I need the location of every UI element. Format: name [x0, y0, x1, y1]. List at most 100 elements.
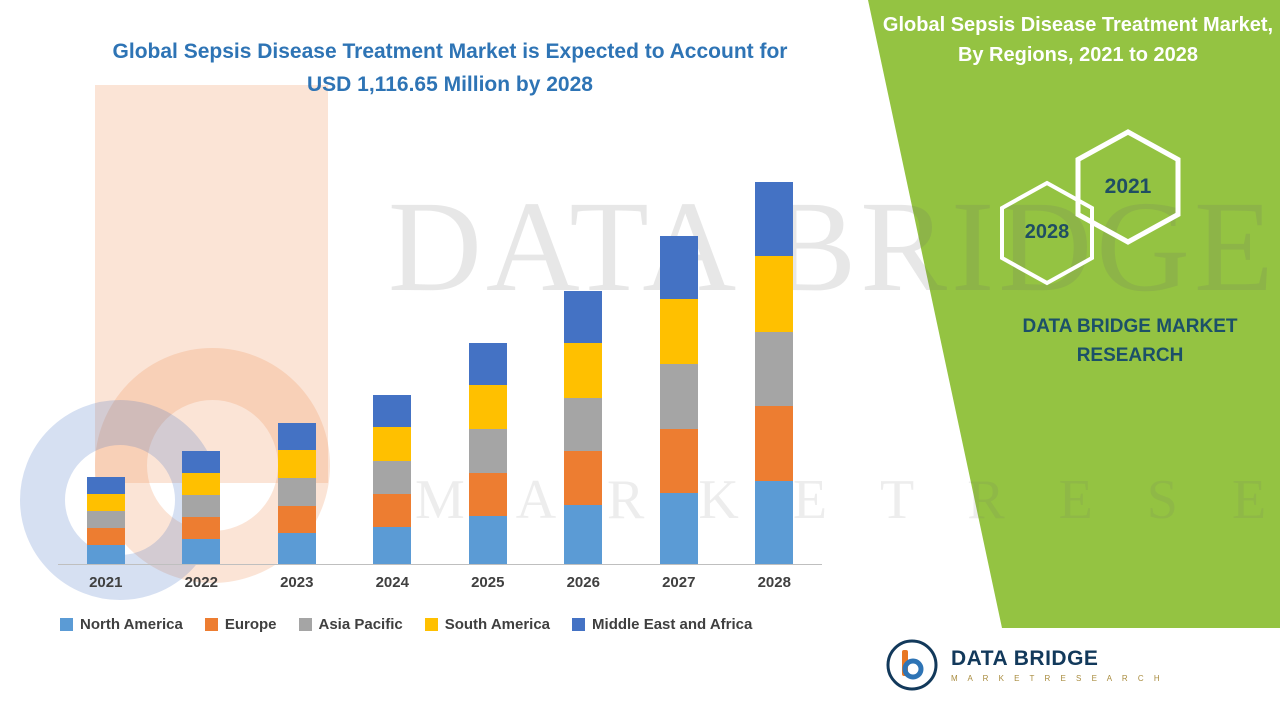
bar-segment-asia-pacific — [564, 397, 603, 452]
bar-segment-asia-pacific — [86, 510, 125, 528]
bar-column-2026 — [536, 291, 632, 564]
bar-segment-north-america — [182, 539, 221, 564]
bar-segment-middle-east-and-africa — [86, 477, 125, 494]
legend-label: Asia Pacific — [318, 616, 403, 633]
legend-swatch — [60, 618, 73, 631]
stacked-bar — [659, 236, 698, 564]
legend-swatch — [298, 618, 312, 631]
legend-swatch — [572, 618, 586, 631]
stacked-bar — [755, 182, 794, 564]
year-hexagon-badges — [1000, 129, 1181, 286]
bar-segment-south-america — [182, 472, 221, 496]
bar-column-2024 — [345, 395, 441, 564]
legend-item: Asia Pacific — [298, 616, 403, 633]
badge-year-2021: 2021 — [1104, 175, 1152, 198]
headline-line1: Global Sepsis Disease Treatment Market i… — [112, 40, 788, 63]
stacked-bar — [277, 423, 316, 564]
bar-segment-europe — [86, 527, 125, 545]
x-axis-label: 2028 — [757, 574, 791, 591]
hexagon-2021 — [1075, 129, 1181, 245]
bar-column-2027 — [631, 236, 727, 564]
company-logo: DATA BRIDGE M A R K E T R E S E A R C H — [885, 638, 1164, 692]
bar-segment-middle-east-and-africa — [468, 343, 507, 386]
bar-segment-south-america — [755, 255, 794, 332]
bar-segment-asia-pacific — [182, 495, 221, 518]
bar-segment-asia-pacific — [373, 461, 412, 494]
bar-segment-south-america — [564, 343, 603, 398]
bar-segment-north-america — [564, 504, 603, 564]
x-axis-label: 2027 — [662, 574, 696, 591]
brand-line1: DATA BRIDGE MARKET — [1022, 316, 1238, 337]
x-axis-label: 2021 — [89, 574, 123, 591]
bar-segment-south-america — [86, 493, 125, 511]
legend-swatch — [204, 618, 218, 631]
legend-label: Europe — [224, 616, 277, 633]
bar-segment-middle-east-and-africa — [755, 182, 794, 256]
bar-segment-north-america — [277, 533, 316, 564]
x-axis-label: 2025 — [471, 574, 505, 591]
bar-segment-south-america — [277, 450, 316, 479]
x-axis-label: 2023 — [280, 574, 314, 591]
stacked-bar — [564, 291, 603, 564]
legend-item: Europe — [204, 616, 277, 633]
bar-segment-asia-pacific — [277, 478, 316, 506]
brand-name-panel: DATA BRIDGE MARKET RESEARCH — [990, 312, 1270, 371]
stacked-bar — [86, 477, 125, 564]
bar-segment-north-america — [659, 492, 698, 564]
bar-column-2025 — [440, 343, 536, 564]
bar-segment-middle-east-and-africa — [277, 423, 316, 451]
bar-segment-middle-east-and-africa — [564, 291, 603, 344]
bar-segment-asia-pacific — [659, 364, 698, 429]
x-axis-label: 2024 — [375, 574, 409, 591]
bar-column-2021 — [58, 477, 154, 564]
bar-segment-north-america — [373, 527, 412, 564]
side-panel-title: Global Sepsis Disease Treatment Market, … — [882, 14, 1274, 66]
badge-year-2028: 2028 — [1024, 221, 1070, 243]
logo-mark-icon — [886, 639, 938, 691]
bar-segment-south-america — [659, 298, 698, 365]
chart-plot-area — [58, 181, 822, 565]
bar-column-2023 — [249, 423, 345, 564]
bar-segment-europe — [277, 505, 316, 534]
bar-segment-north-america — [755, 481, 794, 564]
stacked-bar-chart: 2021 2022 2023 2024 2025 2026 2027 2028 — [58, 181, 822, 591]
bar-segment-europe — [373, 493, 412, 528]
bar-segment-asia-pacific — [468, 429, 507, 473]
bar-segment-south-america — [373, 427, 412, 462]
stacked-bar — [468, 343, 507, 564]
bar-segment-europe — [468, 472, 507, 517]
bar-segment-middle-east-and-africa — [373, 395, 412, 428]
bar-segment-europe — [182, 517, 221, 540]
legend-item: North America — [60, 616, 183, 633]
bar-segment-south-america — [468, 385, 507, 430]
bar-segment-middle-east-and-africa — [659, 236, 698, 299]
x-axis-labels: 2021 2022 2023 2024 2025 2026 2027 2028 — [58, 565, 822, 591]
bar-column-2022 — [154, 451, 250, 564]
stacked-bar — [373, 395, 412, 564]
headline-line2: USD 1,116.65 Million by 2028 — [307, 72, 593, 96]
legend-swatch — [424, 618, 438, 631]
legend-label: South America — [444, 616, 551, 633]
legend-item: Middle East and Africa — [572, 616, 752, 633]
legend-label: Middle East and Africa — [592, 616, 753, 633]
x-axis-label: 2026 — [566, 574, 600, 591]
logo-subtitle: M A R K E T R E S E A R C H — [951, 674, 1164, 683]
bar-segment-middle-east-and-africa — [182, 451, 221, 473]
stacked-bar — [182, 451, 221, 564]
chart-legend: North America Europe Asia Pacific South Ame… — [60, 616, 828, 633]
bar-segment-europe — [755, 406, 794, 482]
legend-item: South America — [424, 616, 551, 633]
bar-segment-europe — [564, 451, 603, 505]
bar-segment-north-america — [86, 544, 125, 564]
logo-name: DATA BRIDGE — [951, 647, 1099, 670]
bar-column-2028 — [727, 182, 823, 564]
brand-line2: RESEARCH — [1076, 345, 1184, 367]
hexagon-2028 — [1000, 180, 1094, 286]
legend-label: North America — [80, 616, 183, 633]
bar-segment-asia-pacific — [755, 331, 794, 407]
bar-segment-north-america — [468, 516, 507, 564]
logo-text: DATA BRIDGE M A R K E T R E S E A R C H — [951, 647, 1164, 683]
bar-segment-europe — [659, 428, 698, 493]
chart-headline: Global Sepsis Disease Treatment Market i… — [85, 36, 815, 101]
